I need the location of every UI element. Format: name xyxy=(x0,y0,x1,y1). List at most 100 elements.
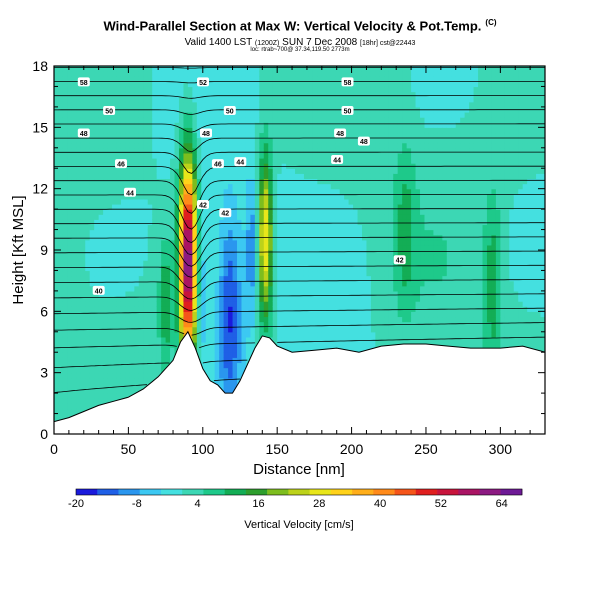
velocity-cell xyxy=(196,71,202,77)
velocity-cell xyxy=(263,127,269,134)
velocity-cell xyxy=(317,301,323,307)
velocity-cell xyxy=(312,280,318,287)
velocity-cell xyxy=(353,66,359,72)
velocity-cell xyxy=(125,163,131,169)
velocity-cell xyxy=(89,219,95,226)
velocity-cell xyxy=(268,76,274,82)
velocity-cell xyxy=(165,183,171,190)
velocity-cell xyxy=(54,229,60,236)
velocity-cell xyxy=(241,219,247,226)
velocity-cell xyxy=(277,152,283,159)
velocity-cell xyxy=(165,209,171,215)
velocity-cell xyxy=(120,275,127,282)
velocity-cell xyxy=(120,198,127,205)
velocity-cell xyxy=(201,265,207,272)
velocity-cell xyxy=(147,198,153,205)
velocity-cell xyxy=(295,275,301,282)
velocity-cell xyxy=(58,183,64,190)
velocity-cell xyxy=(94,244,100,251)
velocity-cell xyxy=(183,204,189,210)
velocity-cell xyxy=(161,347,167,353)
velocity-cell xyxy=(228,81,234,88)
velocity-cell xyxy=(71,270,77,277)
velocity-cell xyxy=(192,117,198,123)
velocity-cell xyxy=(308,244,314,251)
velocity-cell xyxy=(112,209,118,215)
velocity-cell xyxy=(125,198,131,205)
velocity-cell xyxy=(348,137,354,144)
velocity-cell xyxy=(192,158,198,164)
velocity-cell xyxy=(317,224,323,231)
velocity-cell xyxy=(178,173,185,180)
velocity-cell xyxy=(152,142,158,149)
velocity-cell xyxy=(232,306,238,312)
velocity-cell xyxy=(281,188,287,195)
velocity-cell xyxy=(103,229,109,236)
velocity-cell xyxy=(174,183,180,190)
velocity-cell xyxy=(299,209,305,215)
velocity-cell xyxy=(232,193,238,200)
velocity-cell xyxy=(245,260,251,266)
velocity-cell xyxy=(237,112,243,118)
velocity-cell xyxy=(241,367,247,374)
velocity-cell xyxy=(308,326,314,333)
velocity-cell xyxy=(299,137,305,144)
velocity-cell xyxy=(299,280,305,287)
velocity-cell xyxy=(147,86,153,93)
velocity-cell xyxy=(174,112,180,118)
velocity-cell xyxy=(321,132,327,139)
velocity-cell xyxy=(339,255,345,261)
velocity-cell xyxy=(170,250,176,256)
velocity-cell xyxy=(272,101,278,108)
velocity-cell xyxy=(335,91,341,98)
velocity-cell xyxy=(245,101,251,108)
velocity-cell xyxy=(263,173,269,180)
velocity-cell xyxy=(161,285,167,292)
velocity-cell xyxy=(214,198,220,205)
velocity-cell xyxy=(129,280,135,287)
velocity-cell xyxy=(138,188,144,195)
velocity-cell xyxy=(223,316,229,323)
velocity-cell xyxy=(98,204,104,210)
velocity-cell xyxy=(250,168,256,174)
velocity-cell xyxy=(178,244,185,251)
velocity-cell xyxy=(321,122,327,128)
velocity-cell xyxy=(183,86,189,93)
velocity-cell xyxy=(245,127,251,134)
velocity-cell xyxy=(116,229,122,236)
velocity-cell xyxy=(326,66,332,72)
velocity-cell xyxy=(183,117,189,123)
velocity-cell xyxy=(147,331,153,338)
velocity-cell xyxy=(361,336,368,343)
velocity-cell xyxy=(98,260,104,266)
velocity-cell xyxy=(250,285,256,292)
velocity-cell xyxy=(134,229,140,236)
velocity-cell xyxy=(210,255,216,261)
velocity-cell xyxy=(138,280,144,287)
velocity-cell xyxy=(98,393,104,399)
velocity-cell xyxy=(89,122,95,128)
velocity-cell xyxy=(129,290,135,297)
velocity-cell xyxy=(129,352,135,358)
velocity-cell xyxy=(299,86,305,93)
velocity-cell xyxy=(85,301,91,307)
velocity-cell xyxy=(112,142,118,149)
velocity-cell xyxy=(89,142,95,149)
velocity-cell xyxy=(196,91,202,98)
velocity-cell xyxy=(326,188,332,195)
velocity-cell xyxy=(116,234,122,241)
velocity-cell xyxy=(58,331,64,338)
velocity-cell xyxy=(120,255,127,261)
velocity-cell xyxy=(183,132,189,139)
velocity-cell xyxy=(232,76,238,82)
velocity-cell xyxy=(62,122,68,128)
velocity-cell xyxy=(98,244,104,251)
velocity-cell xyxy=(161,290,167,297)
velocity-cell xyxy=(268,229,274,236)
velocity-cell xyxy=(303,296,310,302)
velocity-cell xyxy=(330,265,336,272)
velocity-cell xyxy=(107,301,113,307)
velocity-cell xyxy=(76,367,82,374)
velocity-cell xyxy=(348,260,354,266)
velocity-cell xyxy=(219,224,225,231)
